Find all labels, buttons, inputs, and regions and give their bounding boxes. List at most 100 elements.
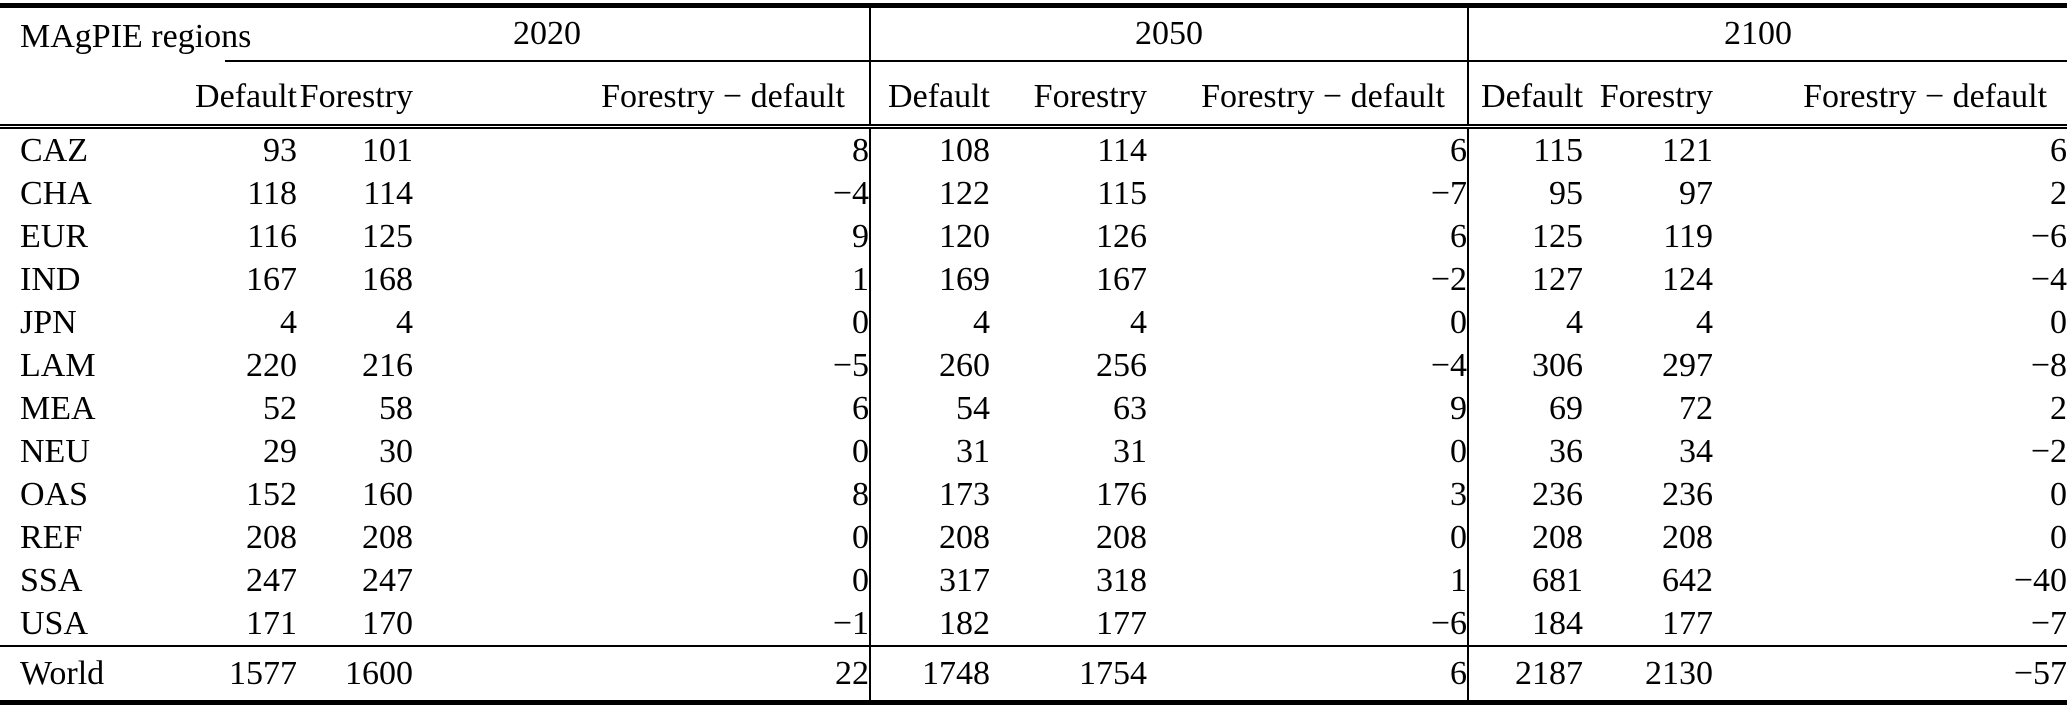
value-cell: 0 (1147, 516, 1470, 559)
value-cell: −5 (413, 344, 871, 387)
value-cell: 3 (1147, 473, 1470, 516)
value-cell: 152 (246, 475, 297, 513)
region-cell: OAS (20, 475, 89, 513)
value-cell: 93 (263, 131, 297, 169)
value-cell: 256 (1096, 346, 1147, 384)
value-cell: 173 (939, 475, 990, 513)
value-cell: 119 (1663, 217, 1714, 255)
region-cell: REF (20, 518, 83, 556)
value-cell: 177 (1662, 604, 1714, 642)
value-cell: −4 (1147, 344, 1470, 387)
column-header-forestry: Forestry (297, 61, 413, 129)
column-header-forestry-minus-default: Forestry − default (1147, 61, 1470, 129)
value-cell: 4 (396, 303, 413, 341)
value-cell: 182 (939, 604, 990, 642)
value-cell: 1754 (990, 645, 1147, 705)
year-header-2050: 2050 (870, 3, 1470, 62)
region-cell: EUR (20, 217, 88, 255)
value-cell: 30 (379, 432, 413, 470)
value-cell: 8 (413, 126, 871, 172)
value-cell: 95 (1549, 174, 1584, 212)
year-header-2100: 2100 (1468, 3, 2067, 62)
region-cell: CAZ (20, 131, 88, 169)
value-cell: 2187 (1468, 645, 1584, 705)
table-row: LAM 220 216 −5 260 256 −4 306 297 −8 (0, 344, 2067, 387)
table-row: JPN 4 4 0 4 4 0 4 4 0 (0, 301, 2067, 344)
column-header-forestry-minus-default: Forestry − default (1713, 61, 2067, 129)
value-cell: 208 (246, 518, 297, 556)
value-cell: 9 (413, 215, 871, 258)
value-cell: 1600 (297, 645, 413, 705)
value-cell: 9 (1147, 387, 1470, 430)
table-row: CHA 118 114 −4 122 115 −7 95 97 2 (0, 172, 2067, 215)
region-cell: JPN (20, 303, 77, 341)
value-cell: 6 (413, 387, 871, 430)
value-cell: 4 (973, 303, 990, 341)
world-row: World 1577 1600 22 1748 1754 6 2187 2130… (0, 645, 2067, 705)
table-row: SSA 247 247 0 317 318 1 681 642 −40 (0, 559, 2067, 602)
value-cell: 31 (1113, 432, 1147, 470)
year-header-row: MAgPIE regions 2020 2050 2100 (0, 3, 2067, 129)
value-cell: 0 (2050, 475, 2067, 513)
value-cell: 1 (413, 258, 871, 301)
value-cell: 121 (1662, 131, 1714, 169)
value-cell: 1748 (870, 645, 990, 705)
value-cell: 34 (1679, 432, 1714, 470)
value-cell: 116 (247, 217, 297, 255)
value-cell: 122 (939, 174, 990, 212)
value-cell: 115 (1533, 131, 1584, 169)
value-cell: 72 (1679, 389, 1714, 427)
value-cell: 4 (1566, 303, 1584, 341)
value-cell: 220 (246, 346, 297, 384)
value-cell: 0 (2050, 518, 2067, 556)
value-cell: 6 (1147, 215, 1470, 258)
value-cell: 168 (362, 260, 413, 298)
value-cell: 4 (1130, 303, 1147, 341)
value-cell: −4 (413, 172, 871, 215)
value-cell: 0 (1147, 430, 1470, 473)
value-cell: 22 (413, 645, 871, 705)
table-header: MAgPIE regions 2020 2050 2100 Default Fo… (0, 3, 2067, 129)
value-cell: 208 (939, 518, 990, 556)
value-cell: 208 (362, 518, 413, 556)
value-cell: 36 (1549, 432, 1584, 470)
value-cell: −57 (1713, 645, 2067, 705)
table-row: MEA 52 58 6 54 63 9 69 72 2 (0, 387, 2067, 430)
value-cell: 177 (1096, 604, 1147, 642)
corner-header: MAgPIE regions (0, 3, 251, 129)
year-header-2020: 2020 (225, 3, 871, 62)
region-cell: MEA (20, 389, 96, 427)
value-cell: 642 (1662, 561, 1714, 599)
value-cell: −40 (2013, 561, 2067, 599)
value-cell: 0 (413, 301, 871, 344)
value-cell: 52 (263, 389, 297, 427)
value-cell: 681 (1532, 561, 1584, 599)
value-cell: 0 (413, 559, 871, 602)
value-cell: 171 (246, 604, 297, 642)
value-cell: 69 (1549, 389, 1584, 427)
value-cell: 101 (362, 131, 413, 169)
value-cell: 260 (939, 346, 990, 384)
value-cell: 236 (1532, 475, 1584, 513)
table-row: CAZ 93 101 8 108 114 6 115 121 6 (0, 126, 2067, 172)
value-cell: −6 (2030, 217, 2067, 255)
value-cell: 167 (246, 260, 297, 298)
value-cell: 4 (1696, 303, 1714, 341)
value-cell: 114 (363, 174, 413, 212)
table-footer: World 1577 1600 22 1748 1754 6 2187 2130… (0, 645, 2067, 705)
value-cell: 0 (2050, 303, 2067, 341)
value-cell: 114 (1097, 131, 1147, 169)
value-cell: 2 (2050, 389, 2067, 427)
value-cell: 2130 (1583, 645, 1714, 705)
value-cell: 208 (1662, 518, 1714, 556)
region-cell: NEU (20, 432, 90, 470)
magpie-regions-table: MAgPIE regions 2020 2050 2100 Default Fo… (0, 3, 2067, 705)
value-cell: 247 (362, 561, 413, 599)
table-row: EUR 116 125 9 120 126 6 125 119 −6 (0, 215, 2067, 258)
table-row: OAS 152 160 8 173 176 3 236 236 0 (0, 473, 2067, 516)
value-cell: 125 (1532, 217, 1584, 255)
region-cell: CHA (20, 174, 92, 212)
column-header-row: Default Forestry Forestry − default Defa… (0, 61, 2067, 129)
region-cell: IND (20, 260, 81, 298)
